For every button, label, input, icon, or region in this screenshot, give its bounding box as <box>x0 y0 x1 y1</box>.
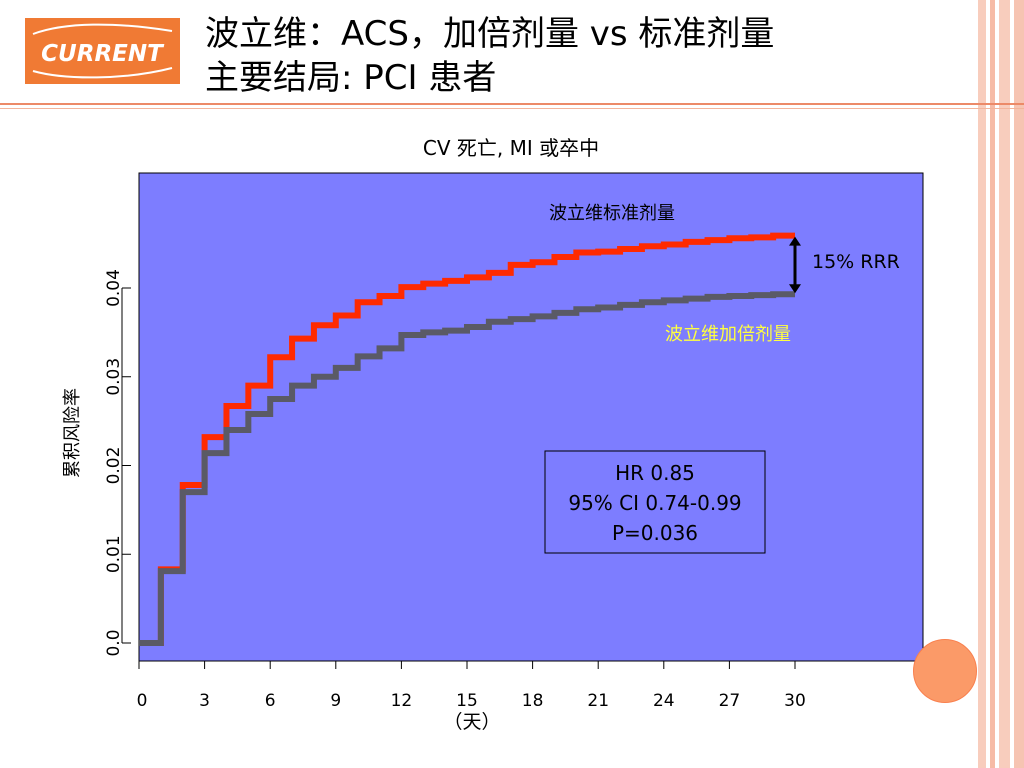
x-axis: 0 3 6 9 12 15 18 21 24 27 30 <box>137 660 806 711</box>
series-standard-dose <box>139 232 795 646</box>
decor-stripe-4 <box>1014 0 1024 768</box>
rrr-arrow-head-bottom <box>789 284 801 294</box>
x-axis-title: （天） <box>443 711 500 733</box>
x-tick-label: 12 <box>391 691 413 711</box>
y-axis: 0.0 0.01 0.02 0.03 0.04 <box>104 269 131 657</box>
y-tick-label: 0.0 <box>104 629 124 656</box>
stats-ci: 95% CI 0.74-0.99 <box>568 491 741 515</box>
slide-title-line2: 主要结局: PCI 患者 <box>205 58 497 98</box>
chart-title: CV 死亡, MI 或卒中 <box>423 136 599 160</box>
y-tick-label: 0.01 <box>104 535 124 573</box>
y-tick-label: 0.02 <box>104 447 124 485</box>
stats-box <box>544 450 766 554</box>
x-tick-label: 24 <box>653 691 675 711</box>
x-tick-label: 27 <box>719 691 741 711</box>
logo-text: CURRENT <box>41 41 165 67</box>
series-double-dose <box>139 291 795 646</box>
series-layer <box>139 232 795 646</box>
current-logo: CURRENT <box>25 18 180 84</box>
x-tick-label: 9 <box>330 691 341 711</box>
x-tick-label: 0 <box>137 691 148 711</box>
stats-hr: HR 0.85 <box>615 461 695 485</box>
y-tick-label: 0.04 <box>104 269 124 307</box>
stats-p: P=0.036 <box>612 521 698 545</box>
decor-stripe-3 <box>999 0 1010 768</box>
x-tick-label: 30 <box>784 691 806 711</box>
x-tick-label: 3 <box>199 691 210 711</box>
slide-title: 波立维：ACS，加倍剂量 vs 标准剂量 主要结局: PCI 患者 <box>205 12 774 100</box>
x-tick-label: 15 <box>456 691 478 711</box>
decor-stripe-2 <box>990 0 995 768</box>
legend-label-double: 波立维加倍剂量 <box>665 324 791 345</box>
rrr-label: 15% RRR <box>812 251 900 273</box>
rrr-arrow <box>789 236 801 294</box>
logo-badge: CURRENT <box>25 18 180 84</box>
y-axis-title: 累积风险率 <box>62 388 83 478</box>
x-tick-label: 21 <box>587 691 609 711</box>
header-rule-bottom <box>0 108 1024 109</box>
x-tick-label: 18 <box>522 691 544 711</box>
legend-label-standard: 波立维标准剂量 <box>549 203 675 224</box>
slide-title-line1: 波立维：ACS，加倍剂量 vs 标准剂量 <box>205 14 775 54</box>
rrr-arrow-head-top <box>789 236 801 246</box>
x-tick-label: 6 <box>265 691 276 711</box>
header-rule-top <box>0 103 1024 105</box>
decor-stripe-1 <box>978 0 986 768</box>
y-tick-label: 0.03 <box>104 358 124 396</box>
decor-circle <box>913 639 977 703</box>
